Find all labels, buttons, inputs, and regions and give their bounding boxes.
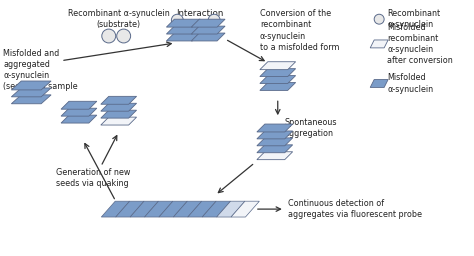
Polygon shape [101,201,129,217]
Text: Interaction: Interaction [176,9,224,18]
Polygon shape [260,82,296,90]
Polygon shape [116,201,144,217]
Polygon shape [11,95,51,104]
Polygon shape [370,80,388,88]
Polygon shape [257,131,292,139]
Polygon shape [11,88,51,97]
Polygon shape [191,33,225,41]
Polygon shape [191,19,225,27]
Polygon shape [202,201,230,217]
Polygon shape [61,115,97,123]
Polygon shape [166,33,200,41]
Text: Continuous detection of
aggregates via fluorescent probe: Continuous detection of aggregates via f… [288,199,422,219]
Polygon shape [231,201,259,217]
Text: Spontaneous
aggregation: Spontaneous aggregation [285,118,337,138]
Polygon shape [257,145,292,153]
Text: Misfolded
recombinant
α-synuclein
after conversion: Misfolded recombinant α-synuclein after … [387,23,453,65]
Polygon shape [188,201,216,217]
Polygon shape [166,26,200,34]
Polygon shape [166,19,200,27]
Polygon shape [370,40,388,48]
Circle shape [374,14,384,24]
Polygon shape [260,62,296,70]
Polygon shape [173,201,202,217]
Circle shape [172,14,183,26]
Polygon shape [61,108,97,116]
Polygon shape [159,201,187,217]
Polygon shape [257,124,292,132]
Circle shape [208,14,220,26]
Polygon shape [257,152,292,160]
Text: Conversion of the
recombinant
α-synuclein
to a misfolded form: Conversion of the recombinant α-synuclei… [260,9,339,52]
Polygon shape [191,26,225,34]
Text: Generation of new
seeds via quaking: Generation of new seeds via quaking [56,168,130,188]
Text: Recombinant
α-synuclein: Recombinant α-synuclein [387,9,440,29]
Polygon shape [260,76,296,83]
Polygon shape [101,103,137,111]
Text: Recombinant α-synuclein
(substrate): Recombinant α-synuclein (substrate) [68,9,170,29]
Polygon shape [61,101,97,109]
Circle shape [102,29,116,43]
Polygon shape [260,69,296,77]
Polygon shape [101,110,137,118]
Text: Misfolded and
aggregated
α-synuclein
(seed) in a sample: Misfolded and aggregated α-synuclein (se… [3,49,78,91]
Polygon shape [101,96,137,104]
Polygon shape [217,201,245,217]
Text: Misfolded
α-synuclein: Misfolded α-synuclein [387,73,433,93]
Polygon shape [101,117,137,125]
Circle shape [117,29,131,43]
Polygon shape [11,81,51,90]
Polygon shape [257,138,292,146]
Polygon shape [130,201,158,217]
Polygon shape [145,201,173,217]
